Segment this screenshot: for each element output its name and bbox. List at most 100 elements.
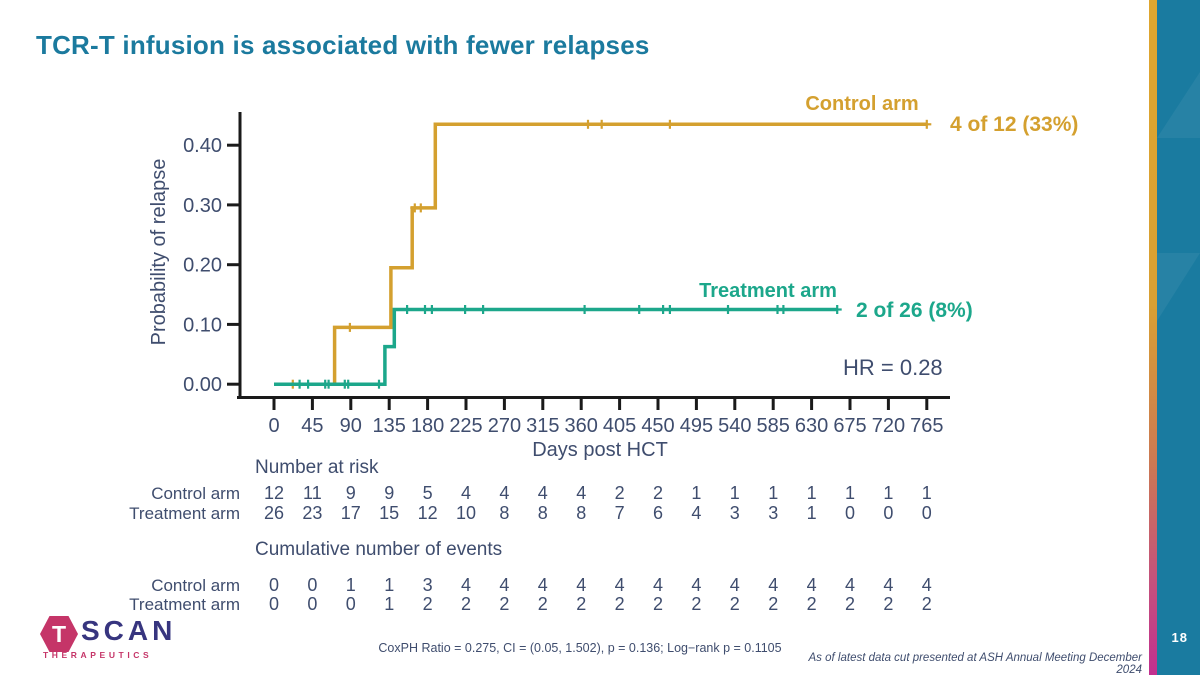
number-at-risk-heading: Number at risk (255, 457, 379, 478)
tscan-hexagon-icon: T (40, 616, 78, 652)
page-number: 18 (1171, 630, 1188, 645)
events-table-value: 4 (461, 575, 471, 595)
y-tick-label: 0.20 (183, 255, 222, 277)
control-arm-curve (274, 122, 927, 386)
events-table-value: 2 (653, 594, 663, 614)
edge-gradient-stripe (1149, 0, 1157, 675)
x-tick-label: 450 (641, 415, 674, 437)
statistics-footnote: CoxPH Ratio = 0.275, CI = (0.05, 1.502),… (378, 641, 782, 655)
risk-table-value: 26 (264, 503, 284, 523)
events-table-value: 0 (307, 575, 317, 595)
events-table-value: 2 (922, 594, 932, 614)
y-tick-label: 0.00 (183, 374, 222, 396)
panel-facet (1157, 253, 1200, 321)
risk-table-value: 1 (691, 483, 701, 503)
x-tick-label: 405 (603, 415, 636, 437)
risk-table-value: 4 (461, 483, 471, 503)
risk-table-value: 1 (807, 503, 817, 523)
risk-table-value: 1 (768, 483, 778, 503)
events-table-value: 4 (768, 575, 778, 595)
x-tick-label: 180 (411, 415, 444, 437)
x-tick-label: 585 (757, 415, 790, 437)
x-tick-label: 315 (526, 415, 559, 437)
risk-table-value: 1 (845, 483, 855, 503)
events-table-value: 2 (615, 594, 625, 614)
events-table-value: 4 (615, 575, 625, 595)
events-table-value: 4 (576, 575, 586, 595)
x-tick-label: 360 (565, 415, 598, 437)
risk-table-value: 7 (615, 503, 625, 523)
risk-table-value: 15 (379, 503, 399, 523)
risk-table-value: 12 (264, 483, 284, 503)
events-table-value: 0 (269, 594, 279, 614)
events-table-value: 4 (730, 575, 740, 595)
risk-table-value: 1 (922, 483, 932, 503)
risk-table-value: 23 (302, 503, 322, 523)
x-tick-label: 135 (373, 415, 406, 437)
events-table-value: 4 (691, 575, 701, 595)
risk-table-value: 3 (730, 503, 740, 523)
risk-table-value: 5 (423, 483, 433, 503)
x-tick-label: 720 (872, 415, 905, 437)
events-table-value: 4 (807, 575, 817, 595)
events-table-value: 2 (576, 594, 586, 614)
events-table-value: 2 (499, 594, 509, 614)
events-table-value: 1 (384, 594, 394, 614)
x-tick-label: 45 (301, 415, 323, 437)
risk-table-value: 17 (341, 503, 361, 523)
events-table-value: 2 (730, 594, 740, 614)
x-tick-label: 225 (449, 415, 482, 437)
risk-table-value: 8 (538, 503, 548, 523)
y-tick-label: 0.30 (183, 195, 222, 217)
risk-table-value: 2 (653, 483, 663, 503)
events-table-value: 2 (538, 594, 548, 614)
events-table-value: 0 (346, 594, 356, 614)
events-table-value: 0 (307, 594, 317, 614)
panel-facet (1157, 72, 1200, 138)
risk-table-value: 9 (384, 483, 394, 503)
y-axis-title: Probability of relapse (148, 159, 170, 346)
x-tick-label: 675 (833, 415, 866, 437)
control-result-label: 4 of 12 (33%) (950, 113, 1078, 136)
risk-table-value: 0 (922, 503, 932, 523)
x-tick-label: 765 (910, 415, 943, 437)
x-tick-label: 495 (680, 415, 713, 437)
risk-table-value: 6 (653, 503, 663, 523)
y-tick-label: 0.10 (183, 314, 222, 336)
events-table-value: 4 (883, 575, 893, 595)
events-table-value: 2 (768, 594, 778, 614)
risk-table-value: 2 (615, 483, 625, 503)
risk-table-value: 1 (883, 483, 893, 503)
x-tick-label: 90 (340, 415, 362, 437)
risk-table-value: 4 (576, 483, 586, 503)
events-table-value: 2 (423, 594, 433, 614)
treatment-arm-label: Treatment arm (699, 280, 837, 302)
risk-table-value: 1 (807, 483, 817, 503)
events-table-value: 2 (461, 594, 471, 614)
risk-table-value: 3 (768, 503, 778, 523)
y-tick-label: 0.40 (183, 135, 222, 157)
treatment-result-label: 2 of 26 (8%) (856, 299, 973, 322)
events-table-value: 4 (845, 575, 855, 595)
risk-table-value: 8 (576, 503, 586, 523)
events-table-value: 1 (346, 575, 356, 595)
events-table-value: 4 (653, 575, 663, 595)
source-footnote: As of latest data cut presented at ASH A… (808, 652, 1142, 676)
events-table-value: 0 (269, 575, 279, 595)
events-table-value: 1 (384, 575, 394, 595)
control-arm-label: Control arm (805, 93, 918, 115)
events-table-value: 2 (807, 594, 817, 614)
risk-table-value: 10 (456, 503, 476, 523)
x-tick-label: 270 (488, 415, 521, 437)
risk-table-value: 0 (845, 503, 855, 523)
tscan-logo: T SCAN THERAPEUTICS (40, 613, 190, 660)
page-title: TCR-T infusion is associated with fewer … (36, 30, 650, 60)
events-table-value: 2 (845, 594, 855, 614)
events-table-row-label: Control arm (151, 576, 240, 595)
treatment-arm-curve (274, 307, 838, 386)
events-table-value: 4 (538, 575, 548, 595)
hr-annotation: HR = 0.28 (843, 355, 943, 380)
risk-table-value: 4 (538, 483, 548, 503)
